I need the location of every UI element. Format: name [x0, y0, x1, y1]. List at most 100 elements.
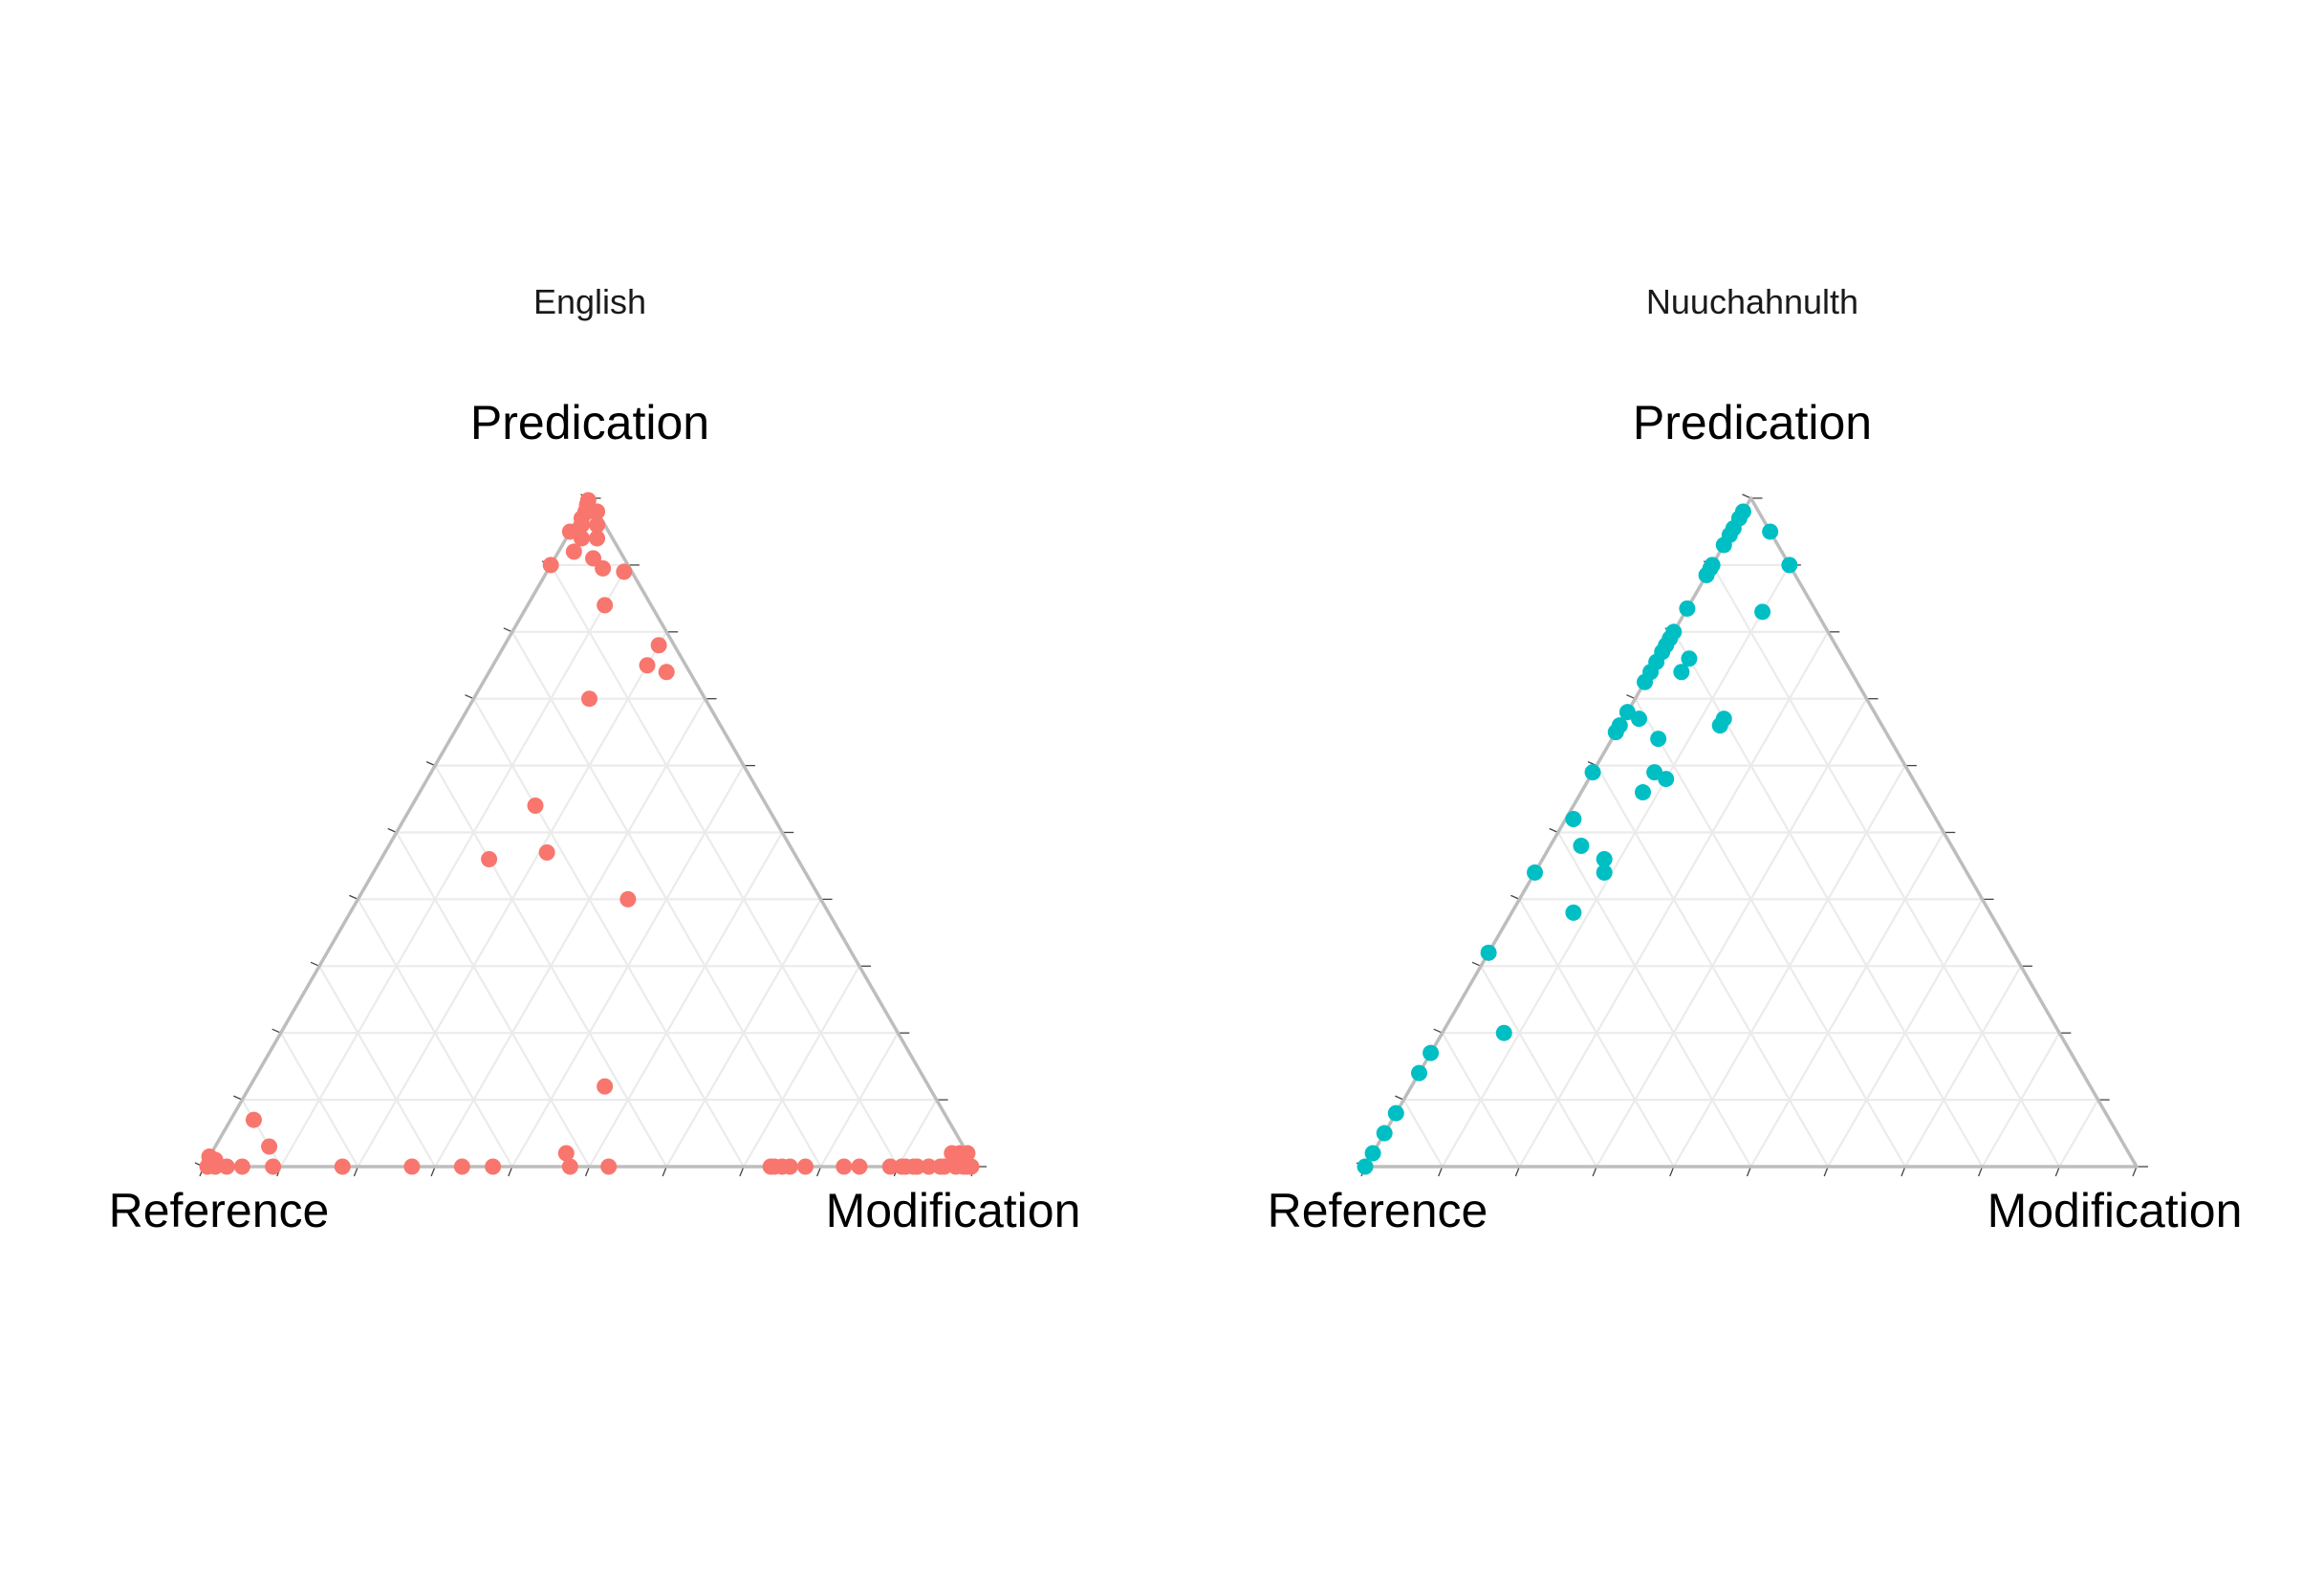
nuuchahnulth-data-point [1681, 650, 1698, 667]
english-gridline [434, 698, 706, 1168]
english-gridline [472, 698, 745, 1168]
english-data-point [261, 1138, 278, 1155]
nuuchahnulth-data-point [1711, 717, 1728, 734]
english-data-point [481, 850, 498, 867]
english-gridline [279, 564, 629, 1168]
english-data-point [796, 1158, 814, 1175]
english-data-point [245, 1111, 262, 1128]
nuuchahnulth-gridline [1441, 1032, 1521, 1168]
nuuchahnulth-data-point [1635, 784, 1652, 801]
english-data-point [908, 1158, 925, 1175]
english-data-point [218, 1158, 235, 1175]
english-data-point [542, 557, 559, 574]
nuuchahnulth-triangle-outline [1363, 496, 2139, 1169]
nuuchahnulth-data-point [1646, 764, 1663, 781]
english-gridline [357, 898, 513, 1168]
english-data-point [600, 1158, 618, 1175]
english-data-point [658, 664, 675, 681]
nuuchahnulth-left-axis-label: Reference [1268, 1184, 1488, 1237]
english-data-point [334, 1158, 351, 1175]
nuuchahnulth-ticks [1356, 493, 2148, 1177]
english-gridline [819, 1032, 900, 1168]
english-ticks [194, 493, 987, 1177]
english-data-point [953, 1148, 970, 1166]
nuuchahnulth-gridline [1441, 564, 1791, 1168]
nuuchahnulth-data-point [1376, 1125, 1393, 1142]
english-data-point [206, 1158, 224, 1175]
english-data-point [265, 1158, 282, 1175]
nuuchahnulth-gridline [1518, 898, 1675, 1168]
nuuchahnulth-gridline [1827, 898, 1984, 1168]
english-data-point [565, 543, 582, 560]
nuuchahnulth-gridline [2058, 1099, 2099, 1168]
nuuchahnulth-data-point [1357, 1158, 1374, 1175]
nuuchahnulth-gridline [1711, 564, 2061, 1168]
english-data-point [585, 550, 602, 567]
english-points [199, 492, 980, 1175]
nuuchahnulth-gridline [1402, 1099, 1444, 1168]
nuuchahnulth-top-axis-label: Predication [1633, 396, 1872, 449]
nuuchahnulth-data-point [1762, 523, 1779, 540]
nuuchahnulth-data-point [1495, 1024, 1512, 1041]
nuuchahnulth-data-point [1527, 864, 1544, 881]
nuuchahnulth-data-point [1650, 731, 1667, 748]
nuuchahnulth-data-point [1607, 724, 1624, 741]
nuuchahnulth-gridline [1634, 698, 1906, 1168]
english-panel-title: English [533, 282, 646, 321]
english-data-point [453, 1158, 470, 1175]
english-data-point [589, 503, 606, 520]
english-triangle-outline [202, 496, 977, 1169]
english-data-point [851, 1158, 868, 1175]
english-gridline [395, 831, 591, 1168]
english-data-point [619, 890, 637, 907]
nuuchahnulth-data-point [1573, 837, 1590, 854]
nuuchahnulth-data-point [1387, 1104, 1404, 1122]
english-data-point [403, 1158, 421, 1175]
nuuchahnulth-data-point [1781, 557, 1798, 574]
nuuchahnulth-data-point [1565, 811, 1582, 828]
english-gridline [742, 965, 860, 1168]
english-left-axis-label: Reference [109, 1184, 330, 1237]
english-data-point [650, 637, 667, 654]
english-panel: English Predication Reference Modificati… [109, 282, 1081, 1237]
nuuchahnulth-points [1357, 503, 1798, 1175]
english-gridline [279, 1032, 359, 1168]
english-data-point [881, 1158, 899, 1175]
english-grid [241, 563, 938, 1168]
english-data-point [233, 1158, 250, 1175]
nuuchahnulth-data-point [1630, 710, 1647, 728]
english-right-axis-label: Modification [826, 1184, 1081, 1237]
nuuchahnulth-gridline [1749, 831, 1945, 1168]
nuuchahnulth-data-point [1410, 1064, 1427, 1082]
nuuchahnulth-data-point [1480, 944, 1497, 961]
english-data-point [557, 1145, 575, 1162]
english-data-point [589, 530, 606, 547]
nuuchahnulth-data-point [1754, 603, 1771, 621]
english-gridline [318, 965, 437, 1168]
nuuchahnulth-panel-title: Nuuchahnulth [1646, 282, 1858, 321]
nuuchahnulth-data-point [1673, 664, 1690, 681]
english-data-point [485, 1158, 502, 1175]
nuuchahnulth-panel: Nuuchahnulth Predication Reference Modif… [1268, 282, 2243, 1237]
nuuchahnulth-grid [1402, 563, 2099, 1168]
nuuchahnulth-gridline [1480, 965, 1598, 1168]
english-data-point [936, 1158, 953, 1175]
nuuchahnulth-gridline [1903, 965, 2022, 1168]
nuuchahnulth-data-point [1423, 1044, 1440, 1061]
english-data-point [597, 597, 614, 614]
nuuchahnulth-gridline [1596, 698, 1868, 1168]
english-data-point [573, 530, 590, 547]
english-gridline [897, 1099, 938, 1168]
english-data-point [538, 843, 555, 861]
english-gridline [241, 1099, 282, 1168]
nuuchahnulth-data-point [1364, 1145, 1381, 1162]
english-data-point [595, 559, 612, 577]
english-data-point [561, 1158, 578, 1175]
english-data-point [921, 1158, 938, 1175]
english-gridline [588, 831, 784, 1168]
nuuchahnulth-data-point [1565, 904, 1582, 921]
nuuchahnulth-gridline [1556, 831, 1752, 1168]
english-data-point [836, 1158, 853, 1175]
english-top-axis-label: Predication [470, 396, 709, 449]
